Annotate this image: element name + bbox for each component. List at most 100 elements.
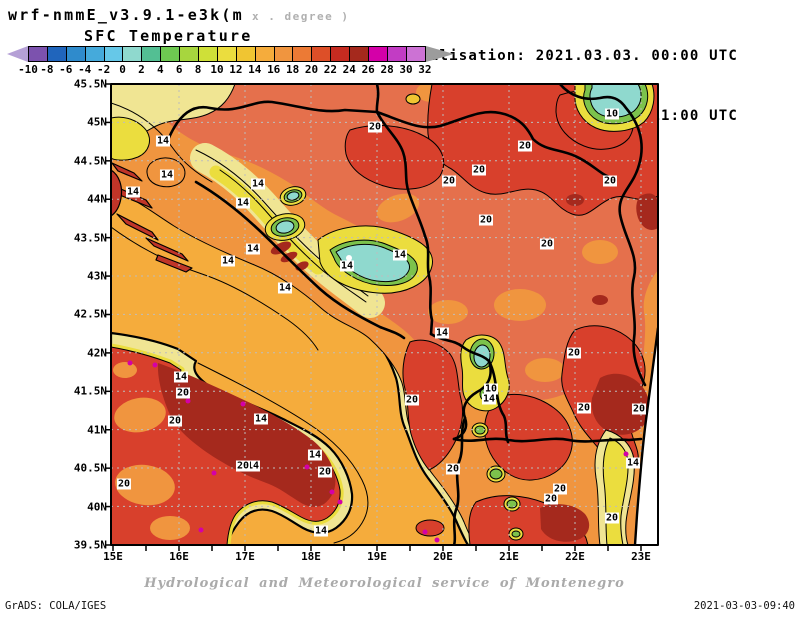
field-title: SFC Temperature [84,27,253,45]
contour-label: 20 [317,466,333,478]
hot-speck [211,470,217,476]
darkred-speck [280,251,298,263]
model-title-units: x . degree ) [243,10,350,23]
sea-contour14-croatia [111,226,319,351]
lon-label: 21E [499,550,519,563]
hot-speck [198,527,204,533]
contour-label: 20 [631,403,647,415]
model-title: wrf-nmmE_v3.9.1-e3k(m [8,6,244,24]
contour-label: 20 [235,460,251,472]
contour-label: 14 [339,260,355,272]
colorbar-tick-label: -4 [78,63,92,76]
lat-label: 42.5N [73,307,107,321]
colorbar-segment [331,47,351,61]
colorbar-tick-label: 26 [361,63,375,76]
orange-blob [376,193,420,223]
contour-label: 14 [235,197,251,209]
lat-label: 40.5N [73,461,107,475]
contour-label: 10 [483,383,499,395]
outside-domain [635,330,658,545]
border [166,100,379,142]
cold-core [335,244,411,283]
map-border-layer [166,84,658,545]
colorbar-tick-label: 28 [380,63,394,76]
darkred-ne [636,193,658,230]
colorbar-segment [104,47,124,61]
contour-label: 14 [277,282,293,294]
border [194,180,406,340]
lon-label: 20E [433,550,453,563]
island [111,162,143,182]
colorbar-tick-label: 20 [304,63,319,76]
hot-speck [152,362,158,368]
colorbar-tick-label: -2 [96,63,111,76]
contour-label: 20 [517,140,533,152]
lat-label: 41.5N [73,384,107,398]
colorbar-tick-label: 12 [229,63,243,76]
colorbar-segment [180,47,200,61]
lon-label: 19E [367,550,387,563]
border [429,332,491,363]
italy-orange-patch [150,516,190,540]
red-mid [344,125,445,190]
island [145,237,189,262]
lat-label: 40N [87,500,107,514]
contour-label: 14 [159,169,175,181]
orange-blob [494,289,546,321]
colorbar-tick-label: 24 [342,63,356,76]
colorbar-tick-label: 2 [138,63,145,76]
lon-label: 17E [235,550,255,563]
hot-speck [127,360,133,366]
island [116,213,159,241]
red-speck [415,519,445,537]
hot-speck [337,499,343,505]
hot-speck [240,401,246,407]
colorbar-tick-label: 6 [175,63,183,76]
colorbar-segment [236,47,256,61]
contour-label: 20 [445,463,461,475]
contour-label: 14 [173,371,189,383]
contour-label: 20 [552,483,568,495]
colorbar-tick-label: 10 [210,63,224,76]
italy-orange-patch [114,397,166,433]
contour-label: 20 [543,493,559,505]
contour-label: 20 [404,394,420,406]
contour-label: 20 [471,164,487,176]
contour-label: 14 [481,393,497,405]
lon-label: 16E [169,550,189,563]
hot-speck [304,464,310,470]
border [487,359,510,444]
border [452,437,643,443]
colorbar-segment [199,47,218,61]
hot-speck-layer [127,360,629,543]
lat-label: 43N [87,269,107,283]
colorbar-segment [255,47,275,61]
contour-label: 14 [434,327,450,339]
colorbar-tick-label: -10 [18,63,38,76]
red-kosovo [484,393,573,481]
border [452,359,492,441]
lat-label: 45N [87,115,107,129]
credit-text: Hydrological and Meteorological service … [144,576,625,591]
hot-speck [623,451,629,457]
darkred-south [540,504,590,542]
contour-label: 20 [441,175,457,187]
colorbar-segment [85,47,105,61]
colorbar-tick-label: -8 [40,63,54,76]
hot-speck [434,537,440,543]
darkred-speck [592,295,608,305]
colorbar-segment [387,47,407,61]
cold-core [489,468,503,480]
lon-label: 15E [103,550,123,563]
cold-white-spot [346,255,352,261]
border [452,416,467,545]
contour-label: 10 [604,108,620,120]
contour-label: 20 [566,347,582,359]
lat-label: 45.5N [73,77,107,91]
colorbar-segment [406,47,425,61]
lat-label: 42N [87,346,107,360]
colorbar-segment [274,47,294,61]
contour-label: 14 [245,243,261,255]
